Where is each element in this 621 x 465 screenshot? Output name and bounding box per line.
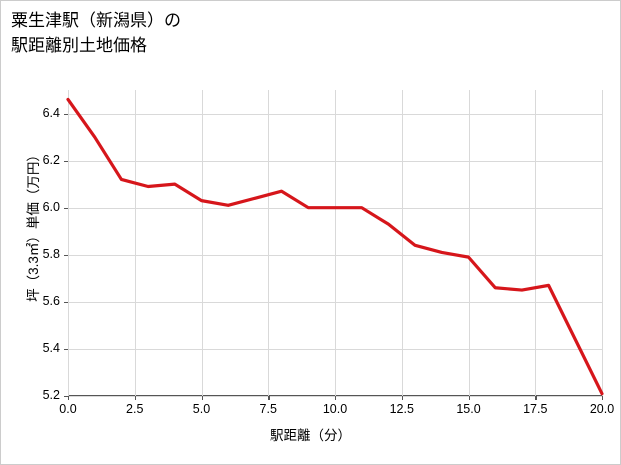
gridline-vertical bbox=[401, 90, 403, 396]
x-tick-label: 17.5 bbox=[523, 402, 548, 416]
x-tick-mark bbox=[134, 396, 137, 400]
x-tick-label: 15.0 bbox=[456, 402, 481, 416]
y-axis-label: 坪（3.3㎡）単価（万円） bbox=[26, 148, 41, 302]
x-tick-mark bbox=[401, 396, 404, 400]
gridline-horizontal bbox=[68, 160, 602, 162]
gridline-horizontal bbox=[68, 301, 602, 303]
x-axis-label: 駅距離（分） bbox=[270, 428, 351, 443]
y-tick-mark bbox=[64, 301, 68, 304]
x-tick-label: 5.0 bbox=[192, 402, 211, 416]
y-tick-mark bbox=[64, 348, 68, 351]
gridline-vertical bbox=[268, 90, 270, 396]
page-title: 粟生津駅（新潟県）の 駅距離別土地価格 bbox=[11, 11, 181, 55]
y-tick-label: 5.2 bbox=[42, 388, 60, 402]
y-tick-mark bbox=[64, 160, 68, 162]
x-tick-mark bbox=[268, 396, 270, 400]
gridline-horizontal bbox=[68, 254, 602, 256]
x-tick-mark bbox=[335, 396, 337, 400]
y-tick-mark bbox=[64, 254, 68, 257]
gridline-vertical bbox=[134, 90, 136, 396]
line-series bbox=[66, 97, 604, 396]
gridline-vertical bbox=[335, 90, 336, 396]
x-tick-label: 12.5 bbox=[389, 402, 414, 416]
y-tick-label: 5.8 bbox=[42, 246, 60, 261]
y-tick-mark bbox=[64, 207, 68, 210]
x-tick-mark bbox=[468, 396, 470, 400]
gridline-horizontal bbox=[68, 348, 602, 350]
y-tick-mark bbox=[64, 396, 68, 398]
series-line bbox=[66, 97, 604, 396]
x-tick-mark bbox=[602, 396, 604, 400]
y-tick-label: 5.6 bbox=[42, 293, 60, 308]
x-tick-mark bbox=[201, 396, 203, 400]
x-tick-label: 0.0 bbox=[59, 402, 77, 416]
x-tick-label: 20.0 bbox=[589, 402, 615, 416]
gridline-vertical bbox=[201, 90, 203, 396]
x-tick-mark bbox=[535, 396, 537, 400]
gridline-vertical bbox=[535, 90, 537, 396]
gridline-vertical bbox=[468, 90, 470, 396]
x-tick-label: 7.5 bbox=[259, 402, 277, 416]
x-tick-mark bbox=[68, 396, 70, 400]
y-tick-label: 6.2 bbox=[42, 152, 60, 167]
gridline-vertical bbox=[68, 90, 69, 396]
y-tick-label: 6.0 bbox=[42, 199, 60, 214]
plot-area bbox=[66, 90, 604, 397]
y-tick-mark bbox=[64, 113, 68, 115]
y-tick-label: 5.4 bbox=[42, 340, 60, 355]
x-tick-label: 2.5 bbox=[126, 402, 144, 416]
gridline-horizontal bbox=[68, 113, 602, 115]
x-tick-label: 10.0 bbox=[322, 402, 348, 416]
gridline-vertical bbox=[602, 90, 603, 396]
y-tick-label: 6.4 bbox=[42, 105, 60, 120]
